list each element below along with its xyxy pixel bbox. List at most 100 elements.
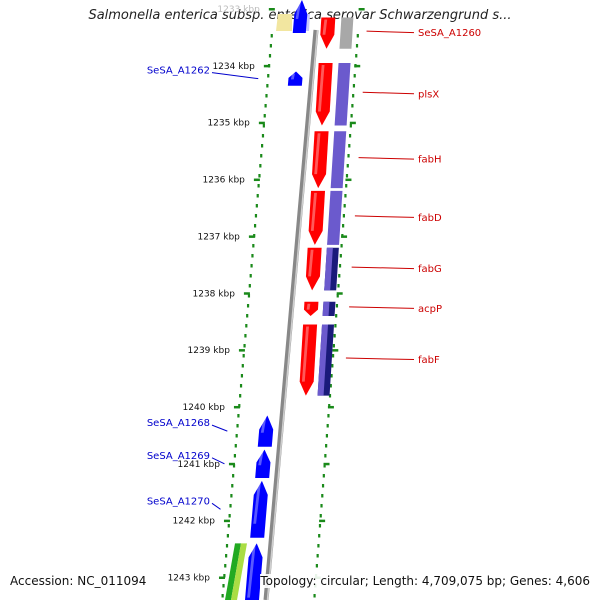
gene-label: plsX: [418, 89, 439, 100]
reverse-gene-arrow: [303, 301, 319, 316]
gene-label: fabH: [418, 155, 442, 166]
guide-dot: [241, 364, 244, 368]
guide-dot: [265, 94, 268, 98]
guide-dot: [355, 54, 358, 58]
guide-dot: [332, 344, 335, 348]
guide-dot: [269, 44, 272, 48]
guide-dot: [240, 374, 244, 378]
guide-dot: [259, 164, 262, 168]
guide-dot: [330, 374, 333, 378]
ruler-label: 1233 kbp: [217, 5, 260, 15]
gene-arrow-body: [257, 415, 274, 447]
guide-dot: [350, 114, 353, 118]
reverse-genes: [299, 17, 336, 396]
label-leader: [211, 457, 225, 465]
guide-dot: [251, 254, 254, 258]
guide-dot: [225, 554, 228, 558]
guide-dot: [264, 104, 267, 108]
gene-arrow-shine: [253, 482, 261, 524]
guide-dot: [234, 444, 237, 448]
ruler-tick: [341, 235, 348, 238]
reverse-gene-arrow: [305, 247, 322, 291]
ruler-label: 1234 kbp: [212, 62, 255, 72]
gene-arrow-shine: [308, 249, 314, 277]
ruler-tick: [354, 64, 361, 68]
gene-arrow-shine: [290, 73, 295, 80]
guide-dot: [228, 514, 231, 518]
guide-dot: [257, 184, 260, 188]
guide-dot: [321, 494, 324, 498]
guide-dot: [244, 334, 247, 338]
label-leader: [211, 424, 228, 432]
guide-dot: [221, 594, 224, 598]
cog-block-split: [324, 247, 333, 291]
guide-dot: [262, 124, 265, 128]
guide-dot: [246, 304, 250, 308]
gene-arrow-shine: [295, 2, 301, 19]
gene-arrow-shine: [301, 326, 309, 382]
guide-dot: [260, 154, 263, 158]
label-leader: [362, 91, 415, 95]
guide-dot: [318, 534, 321, 538]
backbone-highlight: [266, 29, 319, 600]
guide-dot: [347, 154, 350, 158]
reverse-gene-arrow: [312, 131, 329, 189]
guide-dot: [335, 304, 339, 308]
guide-dot: [263, 114, 266, 118]
ruler-tick: [233, 405, 240, 409]
gene-arrow-body: [315, 63, 333, 126]
gene-arrow-shine: [322, 19, 328, 35]
gene-arrow-body: [303, 301, 319, 316]
gene-arrow-shine: [258, 451, 264, 466]
guide-dot: [334, 324, 337, 328]
guide-dot: [319, 514, 322, 518]
guide-dot: [231, 484, 234, 488]
gene-arrow-shine: [306, 303, 311, 310]
ruler-tick: [228, 462, 235, 466]
guide-dot: [353, 74, 356, 78]
forward-gene-arrow: [244, 543, 263, 600]
cog-block: [334, 63, 351, 126]
label-leader: [211, 502, 221, 510]
ruler-tick: [223, 519, 230, 523]
guide-dot: [232, 464, 236, 468]
guide-dot: [249, 274, 252, 278]
gene-arrow-body: [255, 449, 271, 479]
ruler-tick: [323, 462, 330, 466]
cog-block: [327, 190, 343, 245]
ruler-tick: [248, 235, 255, 238]
guide-dot: [355, 44, 359, 48]
guide-dot: [342, 214, 345, 218]
kbp-ruler: 1233 kbp 1234 kbp 1235 kbp 1236 kbp 1237 kbp…: [168, 5, 365, 584]
guide-dot: [315, 564, 318, 568]
guide-dot: [256, 194, 259, 198]
ruler-label: 1243 kbp: [168, 574, 211, 584]
cog-tracks: [276, 14, 354, 396]
guide-dot: [346, 164, 349, 168]
guide-dot: [356, 34, 359, 38]
guide-dot: [224, 564, 227, 568]
guide-dot: [238, 404, 241, 408]
ruler-tick: [243, 292, 250, 295]
label-leader: [366, 30, 415, 34]
guide-dot: [229, 504, 232, 508]
guide-dot: [242, 354, 245, 358]
guide-dot: [227, 524, 230, 528]
gene-arrow-body: [308, 190, 326, 245]
forward-gene-arrow: [255, 449, 271, 479]
guide-dot: [345, 184, 348, 188]
guide-dot: [267, 74, 270, 78]
guide-dot: [252, 244, 255, 248]
guide-dot: [349, 124, 352, 128]
gene-label: SeSA_A1260: [418, 28, 481, 39]
cog-block: [330, 131, 347, 189]
guide-dot: [325, 444, 328, 448]
gene-arrow-shine: [247, 545, 256, 598]
guide-dot: [352, 94, 355, 98]
guide-dot: [321, 484, 325, 488]
ruler-label: 1236 kbp: [202, 176, 245, 186]
guide-dot: [317, 544, 320, 548]
guide-dot: [232, 474, 235, 478]
gene-arrow-body: [244, 543, 263, 600]
